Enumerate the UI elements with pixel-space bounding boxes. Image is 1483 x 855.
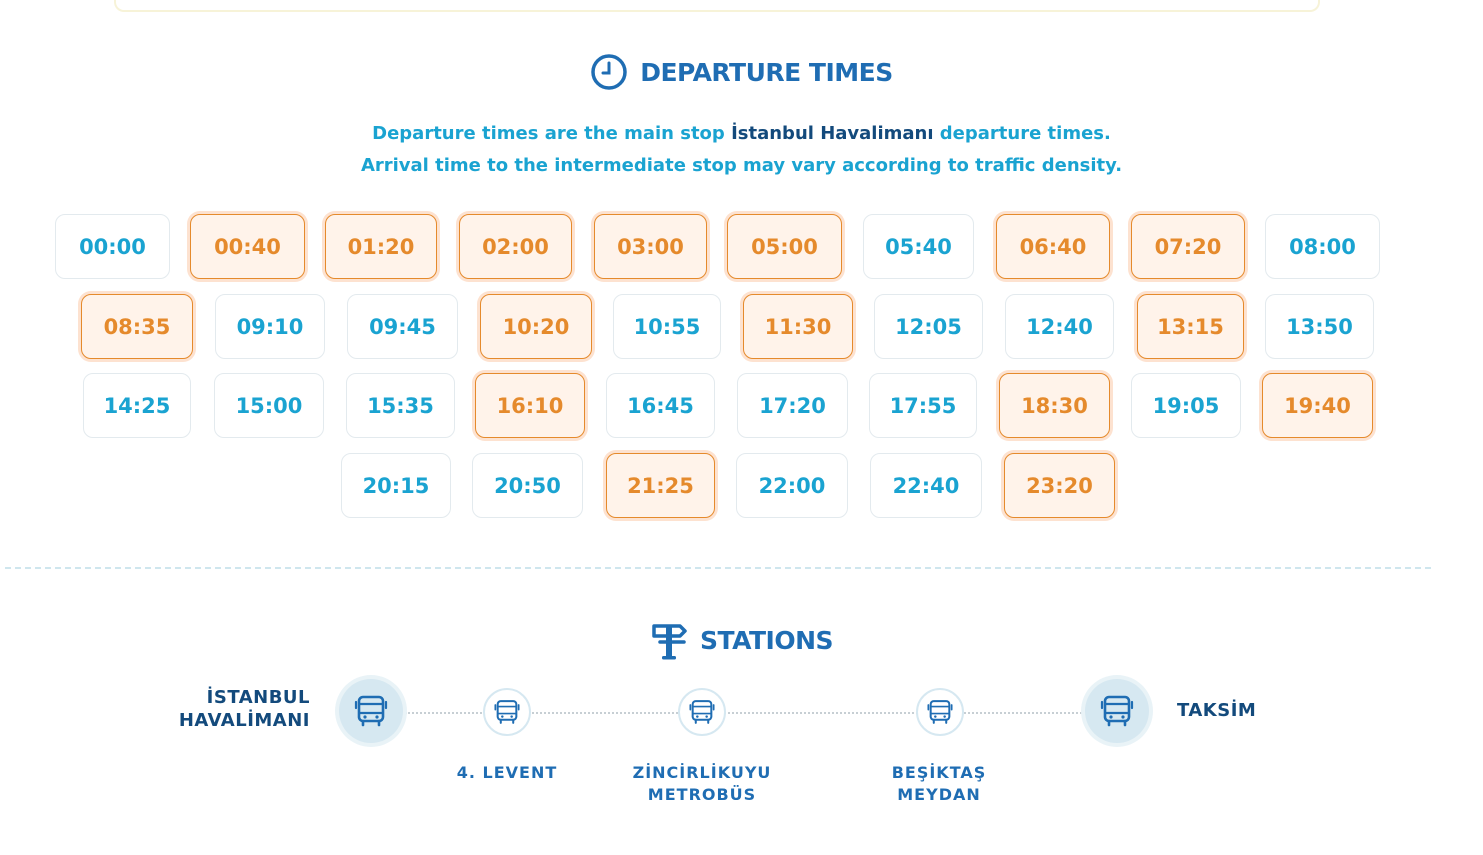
departure-time[interactable]: 13:50 (1265, 294, 1374, 359)
departure-times-grid: 00:00 00:40 01:20 02:00 03:00 05:00 05:40 06:40… (55, 214, 1380, 518)
station-start-label: İSTANBUL HAVALİMANI (178, 687, 310, 731)
departure-time[interactable]: 06:40 (996, 214, 1110, 279)
departure-time[interactable]: 08:35 (81, 294, 193, 359)
departure-time[interactable]: 02:00 (459, 214, 572, 279)
station-4-levent-label: 4. LEVENT (456, 763, 558, 782)
departure-time[interactable]: 12:05 (874, 294, 983, 359)
departure-times-title: DEPARTURE TIMES (640, 57, 893, 87)
departure-time[interactable]: 19:05 (1131, 373, 1241, 438)
bus-icon (927, 700, 953, 724)
station-end-label: TAKSİM (1177, 700, 1257, 721)
departure-time[interactable]: 20:15 (341, 453, 451, 518)
departure-time[interactable]: 22:00 (736, 453, 848, 518)
bus-icon (689, 700, 715, 724)
departure-time[interactable]: 16:10 (475, 373, 585, 438)
bus-icon (494, 700, 520, 724)
departure-time[interactable]: 11:30 (743, 294, 853, 359)
departure-time[interactable]: 10:20 (480, 294, 592, 359)
departure-time[interactable]: 18:30 (999, 373, 1110, 438)
departure-time[interactable]: 00:40 (190, 214, 305, 279)
departure-time[interactable]: 03:00 (594, 214, 707, 279)
departure-time[interactable]: 07:20 (1131, 214, 1245, 279)
departure-time[interactable]: 15:35 (346, 373, 455, 438)
departure-time[interactable]: 05:40 (863, 214, 974, 279)
departure-time[interactable]: 05:00 (727, 214, 842, 279)
departure-time[interactable]: 20:50 (472, 453, 583, 518)
section-divider (5, 567, 1431, 569)
station-zincirlikuyu-marker[interactable] (678, 688, 726, 736)
departure-time[interactable]: 16:45 (606, 373, 715, 438)
departure-time[interactable]: 01:20 (325, 214, 437, 279)
departure-time[interactable]: 08:00 (1265, 214, 1380, 279)
top-card-edge (114, 0, 1320, 12)
stations-header: STATIONS (0, 620, 1483, 660)
station-besiktas-marker[interactable] (916, 688, 964, 736)
departure-info-line2: Arrival time to the intermediate stop ma… (360, 155, 1123, 176)
departure-info-line1: Departure times are the main stop İstanb… (372, 123, 1111, 144)
departure-time[interactable]: 14:25 (83, 373, 191, 438)
departure-time[interactable]: 15:00 (214, 373, 324, 438)
station-end-marker[interactable] (1085, 679, 1149, 743)
departure-time[interactable]: 17:55 (869, 373, 977, 438)
station-zincirlikuyu-label: ZİNCİRLİKUYU METROBÜS (632, 763, 772, 804)
departure-time[interactable]: 10:55 (613, 294, 721, 359)
departure-time[interactable]: 17:20 (737, 373, 848, 438)
clock-icon (591, 54, 627, 90)
departure-time[interactable]: 19:40 (1262, 373, 1373, 438)
main-stop-name: İstanbul Havalimanı (731, 123, 934, 144)
departure-time[interactable]: 09:10 (215, 294, 325, 359)
bus-icon (354, 695, 388, 727)
departure-time[interactable]: 21:25 (606, 453, 715, 518)
route-line (405, 712, 1085, 714)
bus-icon (1100, 695, 1134, 727)
departure-time[interactable]: 12:40 (1005, 294, 1114, 359)
departure-times-header: DEPARTURE TIMES (0, 52, 1483, 92)
departure-time[interactable]: 00:00 (55, 214, 170, 279)
departure-time[interactable]: 22:40 (870, 453, 982, 518)
departure-time[interactable]: 09:45 (347, 294, 458, 359)
departure-time[interactable]: 23:20 (1004, 453, 1115, 518)
signpost-icon (652, 624, 687, 660)
departure-time[interactable]: 13:15 (1137, 294, 1244, 359)
stations-title: STATIONS (699, 625, 834, 655)
station-start-marker[interactable] (339, 679, 403, 743)
station-4-levent-marker[interactable] (483, 688, 531, 736)
station-besiktas-label: BEŞİKTAŞ MEYDAN (891, 763, 987, 804)
